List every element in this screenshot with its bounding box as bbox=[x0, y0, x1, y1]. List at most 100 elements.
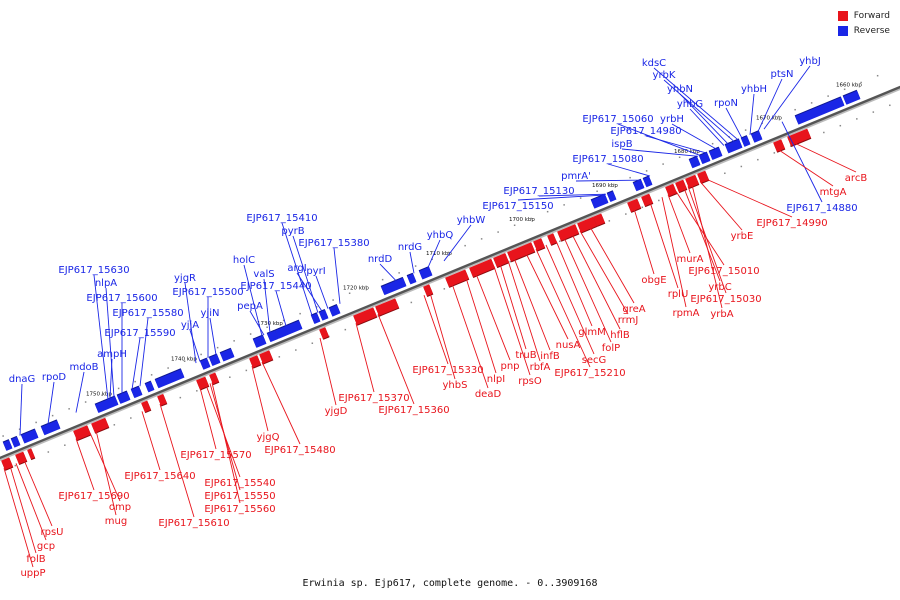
reverse-gene-label: yjjA bbox=[181, 320, 199, 331]
reverse-gene-block bbox=[311, 313, 321, 324]
reverse-gene-label: EJP617_15380 bbox=[298, 238, 369, 249]
minor-tick-mark bbox=[229, 376, 231, 378]
forward-gene-label: folB bbox=[26, 554, 45, 565]
reverse-gene-block bbox=[21, 429, 39, 444]
forward-gene-block bbox=[507, 242, 535, 262]
reverse-gene-block bbox=[117, 391, 131, 404]
forward-gene-label: EJP617_15330 bbox=[412, 365, 483, 376]
forward-gene-block bbox=[445, 269, 469, 287]
reverse-gene-label-leader bbox=[621, 148, 699, 157]
reverse-gene-label-leader bbox=[607, 163, 651, 177]
reverse-gene-label: EJP617_15440 bbox=[240, 281, 311, 292]
axis-tick-label: 1660 kbp bbox=[836, 82, 862, 88]
minor-tick-mark bbox=[629, 176, 631, 179]
minor-tick-mark bbox=[443, 288, 446, 290]
forward-gene-label: gcp bbox=[37, 541, 55, 552]
minor-tick-mark bbox=[447, 251, 450, 254]
genome-caption: Erwinia sp. Ejp617, complete genome. - 0… bbox=[302, 578, 598, 589]
reverse-gene-label: EJP617_15410 bbox=[246, 213, 317, 224]
minor-tick-mark bbox=[790, 145, 792, 147]
minor-tick-mark bbox=[68, 408, 70, 410]
minor-tick-mark bbox=[18, 428, 21, 430]
forward-gene-label-leader bbox=[15, 463, 47, 541]
forward-gene-block bbox=[249, 355, 261, 368]
reverse-gene-label: yjiN bbox=[201, 308, 220, 319]
forward-gene-label-leader bbox=[589, 226, 635, 304]
forward-gene-block bbox=[547, 233, 557, 245]
reverse-gene-block bbox=[751, 131, 763, 143]
reverse-gene-block bbox=[267, 330, 279, 343]
forward-gene-block bbox=[627, 198, 641, 212]
axis-shadow bbox=[0, 86, 900, 462]
minor-tick-mark bbox=[84, 401, 87, 403]
minor-tick-mark bbox=[134, 380, 136, 383]
reverse-gene-label: pmrA' bbox=[561, 171, 591, 182]
minor-tick-mark bbox=[398, 272, 400, 274]
forward-gene-label-leader bbox=[699, 181, 743, 231]
forward-gene-label: truB bbox=[515, 350, 536, 361]
reverse-gene-label: nrdG bbox=[398, 242, 422, 253]
reverse-gene-label: rpoN bbox=[714, 98, 738, 109]
forward-gene-label-leader bbox=[499, 263, 527, 350]
minor-tick-mark bbox=[130, 417, 132, 419]
minor-tick-mark bbox=[810, 102, 813, 104]
forward-gene-label: hflB bbox=[610, 330, 630, 341]
forward-gene-block bbox=[773, 139, 785, 152]
forward-gene-label: omp bbox=[109, 502, 131, 513]
forward-gene-label-leader bbox=[579, 230, 629, 315]
reverse-gene-label: rpoD bbox=[42, 372, 67, 383]
reverse-gene-label: ptsN bbox=[771, 69, 794, 80]
minor-tick-mark bbox=[608, 220, 611, 222]
forward-gene-block bbox=[73, 425, 91, 441]
forward-gene-block bbox=[493, 252, 509, 268]
minor-tick-mark bbox=[414, 265, 417, 267]
reverse-gene-label: valS bbox=[253, 269, 274, 280]
axis-tick-label: 1750 kbp bbox=[86, 391, 112, 397]
minor-tick-mark bbox=[579, 197, 582, 199]
reverse-gene-label: EJP617_15500 bbox=[172, 287, 243, 298]
forward-gene-label-leader bbox=[633, 208, 655, 275]
forward-gene-label-leader bbox=[95, 430, 117, 516]
minor-tick-mark bbox=[64, 444, 66, 446]
reverse-gene-label-leader bbox=[75, 371, 85, 413]
forward-gene-label: yjgQ bbox=[257, 432, 280, 443]
forward-gene-label: EJP617_15030 bbox=[690, 294, 761, 305]
minor-tick-mark bbox=[2, 435, 4, 437]
forward-gene-label: EJP617_15570 bbox=[180, 450, 251, 461]
reverse-swatch bbox=[837, 25, 848, 36]
forward-gene-block bbox=[91, 417, 109, 433]
forward-gene-label-leader bbox=[355, 323, 375, 393]
minor-tick-mark bbox=[47, 451, 50, 453]
forward-gene-label-leader bbox=[661, 197, 687, 308]
reverse-gene-label-leader bbox=[679, 93, 729, 145]
forward-gene-block bbox=[157, 393, 167, 406]
reverse-gene-label-leader bbox=[292, 235, 319, 313]
reverse-gene-block bbox=[699, 152, 711, 165]
forward-gene-label-leader bbox=[377, 313, 415, 405]
minor-tick-mark bbox=[332, 299, 334, 301]
forward-gene-label: glmM bbox=[578, 327, 606, 338]
reverse-gene-label-leader bbox=[209, 317, 217, 355]
reverse-gene-label: pepA bbox=[237, 301, 263, 312]
reverse-gene-block bbox=[220, 348, 235, 362]
minor-tick-mark bbox=[113, 424, 116, 426]
forward-gene-block bbox=[196, 376, 209, 390]
minor-tick-mark bbox=[794, 108, 796, 111]
reverse-gene-block bbox=[3, 440, 13, 451]
minor-tick-mark bbox=[839, 124, 842, 127]
reverse-gene-label-leader bbox=[671, 123, 717, 150]
forward-gene-label: EJP617_15610 bbox=[158, 518, 229, 529]
reverse-gene-label-leader bbox=[443, 224, 472, 262]
forward-gene-label: uppP bbox=[20, 568, 45, 579]
reverse-gene-label-leader bbox=[296, 272, 323, 312]
minor-tick-mark bbox=[625, 213, 627, 215]
minor-tick-mark bbox=[348, 292, 351, 295]
forward-gene-label-leader bbox=[555, 240, 593, 327]
minor-tick-mark bbox=[889, 104, 891, 107]
minor-tick-mark bbox=[150, 374, 153, 376]
forward-gene-block bbox=[319, 327, 329, 339]
forward-gene-label: murA bbox=[676, 254, 703, 265]
forward-gene-block bbox=[469, 258, 495, 278]
minor-tick-mark bbox=[282, 319, 285, 322]
minor-tick-mark bbox=[658, 199, 660, 202]
